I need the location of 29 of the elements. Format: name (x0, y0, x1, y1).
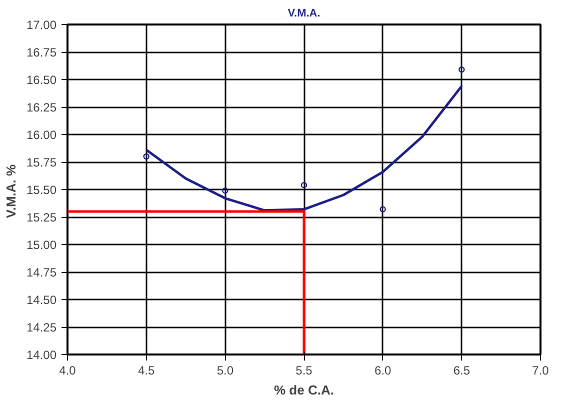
point (222, 188, 228, 194)
line-series (145, 84, 463, 212)
point (458, 66, 465, 73)
x-tick-label: 6.0 (374, 364, 392, 378)
y-tick-label: 15.75 (26, 156, 57, 170)
y-tick-label: 15.00 (26, 238, 57, 252)
x-tick-label: 6.5 (453, 364, 470, 378)
y-tick-label: 16.25 (26, 100, 57, 114)
y-tick-label: 16.75 (26, 46, 57, 60)
y-tick-label: 16.50 (26, 73, 57, 87)
chart-title: V.M.A. (288, 8, 320, 20)
y-tick-label: 15.50 (26, 183, 57, 197)
y-tick-label: 14.00 (26, 348, 57, 362)
y-tick-label: 14.50 (26, 293, 57, 307)
y-tick-label: 14.75 (26, 266, 57, 280)
x-tick-label: 5.0 (216, 364, 234, 378)
x-tick-label: 4.0 (59, 364, 76, 378)
point (380, 206, 386, 212)
y-tick-label: 16.00 (26, 128, 57, 142)
point (300, 182, 308, 188)
y-axis-title: V.M.A. % (3, 164, 18, 218)
x-tick-label: 7.0 (532, 364, 550, 378)
x-tick-label: 4.5 (138, 364, 155, 378)
y-tick-label: 15.25 (26, 210, 57, 224)
point (143, 153, 150, 160)
x-axis-title: % de C.A. (274, 382, 334, 398)
y-tick-label: 17.00 (26, 18, 57, 32)
x-tick-label: 5.5 (296, 364, 313, 378)
y-tick-label: 14.25 (26, 320, 57, 334)
